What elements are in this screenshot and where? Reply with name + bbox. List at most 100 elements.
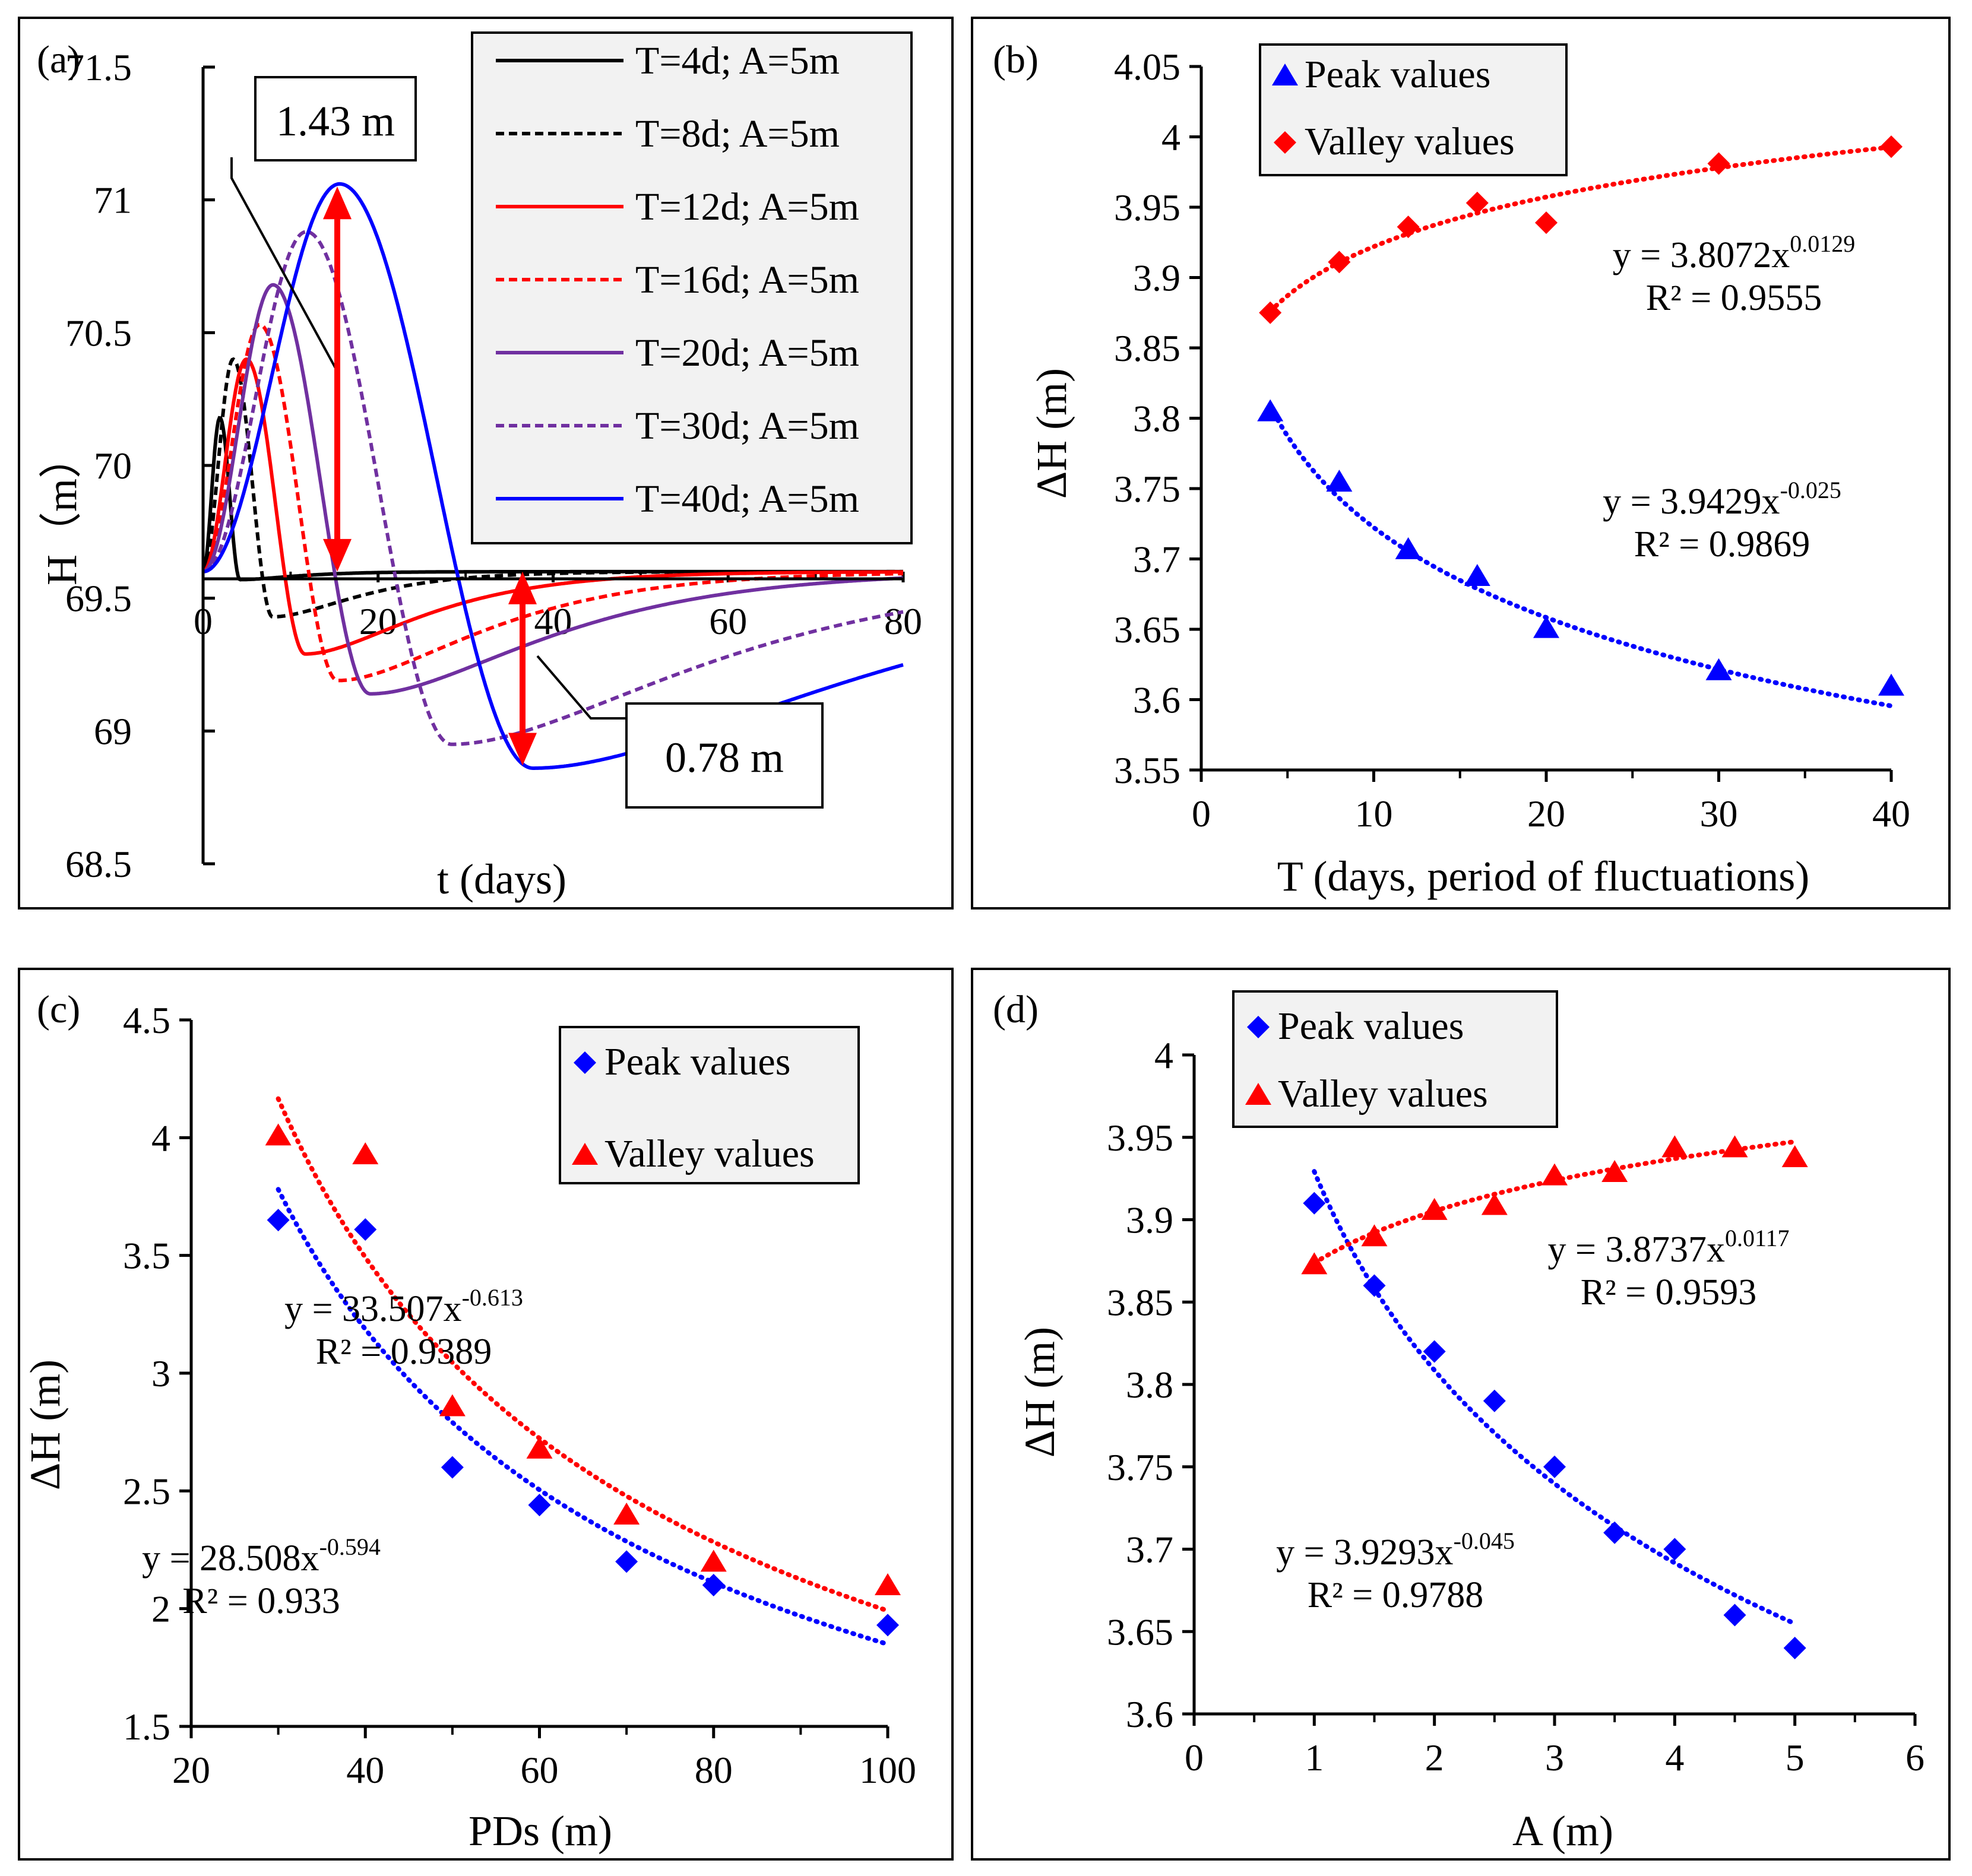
panel-d-tag: (d) bbox=[993, 988, 1039, 1031]
y-tick-label: 69 bbox=[94, 710, 132, 752]
y-tick-label: 70 bbox=[94, 445, 132, 487]
x-tick-label: 30 bbox=[1700, 793, 1738, 835]
panel-c-tag: (c) bbox=[37, 988, 80, 1031]
legend-label: T=40d; A=5m bbox=[635, 477, 859, 521]
y-tick-label: 3.8 bbox=[1126, 1364, 1173, 1406]
x-tick-label: 6 bbox=[1905, 1736, 1924, 1779]
valley-point bbox=[439, 1394, 466, 1416]
panel-d-frame bbox=[971, 968, 1951, 1861]
valley-point bbox=[700, 1549, 727, 1572]
panel-c-xlabel: PDs (m) bbox=[469, 1807, 612, 1855]
x-tick-label: 20 bbox=[359, 600, 397, 642]
x-tick-label: 10 bbox=[1355, 793, 1393, 835]
y-tick-label: 3.75 bbox=[1114, 468, 1180, 510]
valley-point bbox=[1259, 301, 1282, 324]
y-tick-label: 3.85 bbox=[1107, 1281, 1173, 1323]
valley-point bbox=[1707, 152, 1730, 175]
y-tick-label: 1.5 bbox=[123, 1706, 170, 1748]
legend-marker bbox=[572, 1143, 598, 1165]
x-tick-label: 80 bbox=[884, 600, 922, 642]
peak-difference-arrow-head-bottom bbox=[323, 538, 352, 572]
peak-point bbox=[876, 1614, 899, 1637]
legend-label: T=30d; A=5m bbox=[635, 404, 859, 448]
peak-fit-r2: R² = 0.9869 bbox=[1634, 524, 1810, 565]
legend-label-valley: Valley values bbox=[1278, 1072, 1488, 1116]
y-tick-label: 3.9 bbox=[1133, 257, 1180, 299]
panel-a-frame bbox=[18, 17, 954, 910]
annotation-box-peak bbox=[254, 76, 417, 161]
valley-fit-r2: R² = 0.9555 bbox=[1646, 278, 1822, 318]
legend-marker bbox=[574, 1051, 596, 1074]
valley-fit-equation-exponent: 0.0117 bbox=[1725, 1225, 1790, 1251]
panel-d-xlabel: A (m) bbox=[1512, 1807, 1613, 1855]
peak-point bbox=[1395, 537, 1422, 559]
valley-point bbox=[526, 1436, 553, 1459]
panel-a-xlabel: t (days) bbox=[437, 855, 566, 903]
y-tick-label: 2.5 bbox=[123, 1470, 170, 1512]
x-tick-label: 1 bbox=[1305, 1736, 1324, 1779]
x-tick-label: 5 bbox=[1786, 1736, 1805, 1779]
legend-label: T=4d; A=5m bbox=[635, 39, 840, 83]
valley-point bbox=[1301, 1252, 1328, 1275]
y-tick-label: 3.7 bbox=[1133, 538, 1180, 581]
legend-label: T=20d; A=5m bbox=[635, 331, 859, 375]
series-line-12d bbox=[202, 357, 903, 656]
y-tick-label: 3.75 bbox=[1107, 1446, 1173, 1488]
valley-point bbox=[1421, 1197, 1448, 1220]
valley-fit-equation-exponent: 0.0129 bbox=[1790, 230, 1855, 257]
peak-point bbox=[1783, 1637, 1806, 1659]
y-tick-label: 3.65 bbox=[1107, 1611, 1173, 1653]
x-tick-label: 0 bbox=[1185, 1736, 1204, 1779]
peak-point bbox=[1363, 1274, 1386, 1297]
peak-point bbox=[615, 1550, 638, 1573]
panel-d: (d) 0 1 2 3 4 5 6 3.6 3.65 3.7 3.75 3.8 3.85 3.9 3.95 4… bbox=[971, 968, 1951, 1861]
panel-a-ylabel: H（m） bbox=[38, 436, 86, 585]
y-tick-label: 3.95 bbox=[1114, 186, 1180, 229]
annotation-valley-diff: 0.78 m bbox=[665, 734, 784, 781]
panel-c-frame bbox=[18, 968, 954, 1861]
peak-point bbox=[1464, 563, 1490, 586]
y-tick-label: 70.5 bbox=[65, 312, 132, 354]
peak-point bbox=[1423, 1340, 1446, 1363]
peak-fit-equation: y = 3.9429x-0.025 bbox=[1603, 477, 1841, 522]
valley-fit-equation: y = 3.8737x0.0117 bbox=[1548, 1225, 1790, 1270]
x-tick-label: 60 bbox=[709, 600, 747, 642]
valley-fit-equation-exponent: -0.613 bbox=[462, 1284, 523, 1311]
y-tick-label: 3 bbox=[151, 1352, 170, 1395]
legend-marker bbox=[1245, 1083, 1271, 1105]
valley-point bbox=[1535, 211, 1558, 235]
x-tick-label: 20 bbox=[172, 1749, 210, 1791]
peak-fit-equation-exponent: -0.594 bbox=[319, 1533, 381, 1560]
trendline-peak bbox=[1312, 1169, 1797, 1626]
peak-point bbox=[528, 1494, 551, 1517]
trendline-valley bbox=[1268, 144, 1894, 314]
series-line-20d bbox=[202, 283, 904, 696]
peak-point bbox=[1705, 658, 1732, 680]
legend-label-peak: Peak values bbox=[1278, 1004, 1464, 1048]
y-tick-label: 3.55 bbox=[1114, 749, 1180, 791]
valley-point bbox=[352, 1142, 379, 1165]
valley-point bbox=[1661, 1135, 1688, 1158]
trendline-valley bbox=[276, 1096, 890, 1614]
x-tick-label: 20 bbox=[1527, 793, 1565, 835]
annotation-leader-valley bbox=[536, 655, 626, 720]
valley-fit-equation: y = 3.8072x0.0129 bbox=[1613, 230, 1855, 275]
x-tick-label: 80 bbox=[695, 1749, 733, 1791]
legend-box bbox=[559, 1026, 860, 1184]
x-tick-label: 60 bbox=[521, 1749, 559, 1791]
legend-label-peak: Peak values bbox=[1305, 53, 1490, 96]
valley-point bbox=[1601, 1160, 1628, 1183]
valley-point bbox=[1361, 1224, 1388, 1247]
valley-point bbox=[1541, 1163, 1568, 1186]
legend-label-valley: Valley values bbox=[1305, 120, 1515, 163]
x-tick-label: 40 bbox=[346, 1749, 384, 1791]
y-tick-label: 3.9 bbox=[1126, 1199, 1173, 1241]
peak-difference-arrow-head-top bbox=[323, 186, 352, 220]
peak-point bbox=[1483, 1389, 1506, 1412]
peak-point bbox=[1257, 399, 1284, 422]
valley-fit-equation-base: y = 33.507x bbox=[284, 1289, 461, 1329]
y-tick-label: 71.5 bbox=[65, 46, 132, 88]
panel-b-xlabel: T (days, period of fluctuations) bbox=[1277, 853, 1809, 900]
valley-difference-arrow-head-top bbox=[508, 571, 537, 604]
